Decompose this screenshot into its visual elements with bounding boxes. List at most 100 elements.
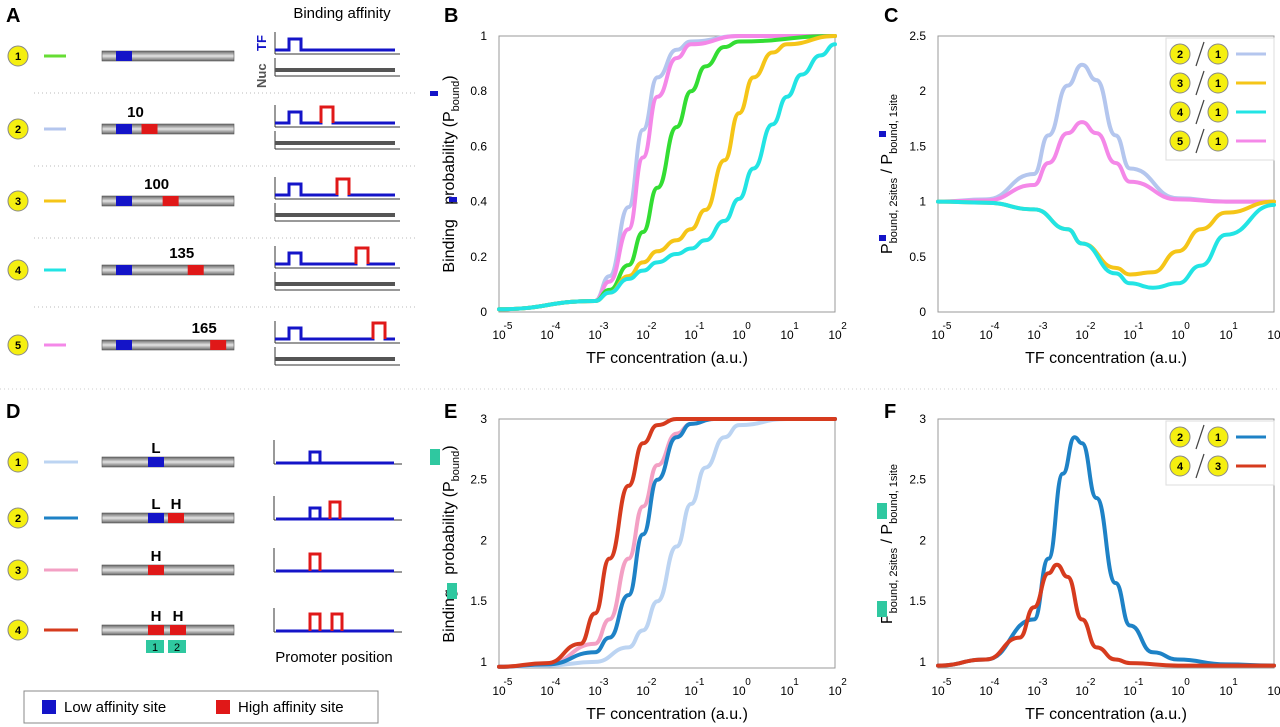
low-affinity-label: Low affinity site <box>64 699 166 716</box>
low-affinity-site <box>116 196 132 206</box>
x-tick-exponent: -2 <box>1087 321 1096 332</box>
y-tick-label: 2.5 <box>470 473 487 487</box>
x-tick-exponent: 1 <box>1232 677 1238 688</box>
y-tick-label: 1 <box>480 29 487 43</box>
x-tick-label: 10 <box>979 684 993 698</box>
x-tick-label: 10 <box>492 684 506 698</box>
x-tick-exponent: -5 <box>943 321 952 332</box>
legend-slash <box>1195 128 1205 154</box>
x-tick-exponent: -4 <box>552 321 561 332</box>
site-one-marker <box>447 583 457 599</box>
series-line-4 <box>497 42 837 312</box>
site-label: H <box>151 548 162 565</box>
high-affinity-site <box>187 265 204 275</box>
d-construct-3-label-circle <box>7 559 29 581</box>
binding-affinity-title: Binding affinity <box>293 5 391 22</box>
y-tick-label: 1.5 <box>909 594 926 608</box>
promoter-bar <box>101 564 235 576</box>
promoter-bar <box>101 339 235 351</box>
low-affinity-site <box>116 124 132 134</box>
promoter-bar <box>101 123 235 135</box>
x-tick-label: 10 <box>1267 328 1280 342</box>
spacing-label: 165 <box>192 320 217 337</box>
x-tick-label: 10 <box>1171 684 1185 698</box>
series-line-4-over-3 <box>936 562 1276 668</box>
legend-numerator-number: 3 <box>1177 78 1183 90</box>
y-axis-label-text: Pbound, 2sites / Pbound, 1site <box>879 94 900 254</box>
tf-binding-profile <box>275 321 395 341</box>
site-index-box <box>146 640 164 653</box>
d-construct-2-label-number: 2 <box>15 513 21 525</box>
binding-site <box>170 625 186 635</box>
high-affinity-peak <box>335 177 351 195</box>
construct-3-label-number: 3 <box>15 196 21 208</box>
legend-numerator-number: 4 <box>1177 107 1184 119</box>
x-tick-label: 10 <box>979 328 993 342</box>
legend-numerator-circle <box>1169 455 1191 477</box>
y-tick-label: 0.5 <box>909 250 926 264</box>
x-tick-label: 10 <box>1219 328 1233 342</box>
y-tick-label: 0 <box>919 305 926 319</box>
panel-letter-c: C <box>884 5 898 27</box>
site-label: L <box>151 496 160 513</box>
x-tick-label: 10 <box>1267 684 1280 698</box>
x-tick-exponent: -2 <box>648 677 657 688</box>
legend-numerator-circle <box>1169 101 1191 123</box>
site-label: H <box>151 608 162 625</box>
x-tick-exponent: -3 <box>1039 321 1048 332</box>
plot-frame <box>498 35 836 313</box>
y-tick-label: 0.8 <box>470 84 487 98</box>
legend-denominator-number: 1 <box>1215 432 1221 444</box>
x-tick-exponent: 0 <box>745 677 751 688</box>
series-line-2-over-1 <box>936 435 1276 668</box>
legend-slash <box>1195 70 1205 96</box>
low-affinity-site <box>116 265 132 275</box>
x-tick-label: 10 <box>732 328 746 342</box>
x-tick-label: 10 <box>492 328 506 342</box>
nuc-track-label: Nuc <box>254 63 269 88</box>
d-construct-4-label-circle <box>7 619 29 641</box>
d-construct-row-4: 4 H H <box>7 608 402 641</box>
site-legend: Low affinity site High affinity site <box>23 690 379 724</box>
y-tick-label: 3 <box>919 412 926 426</box>
binding-site <box>148 457 164 467</box>
x-tick-exponent: -2 <box>648 321 657 332</box>
site-label: H <box>171 496 182 513</box>
d-construct-1-label-circle <box>7 451 29 473</box>
tf-binding-profile <box>275 37 395 52</box>
series-line-2 <box>497 416 837 669</box>
y-tick-label: 2 <box>919 533 926 547</box>
spacing-label: 10 <box>127 104 144 121</box>
x-tick-label: 10 <box>588 328 602 342</box>
site-label: H <box>173 608 184 625</box>
site-index-label: 1 <box>152 642 158 654</box>
low-site-marker <box>879 235 886 241</box>
x-tick-exponent: -3 <box>600 321 609 332</box>
d-construct-2-label-circle <box>7 507 29 529</box>
binding-peak <box>308 612 322 631</box>
x-tick-label: 10 <box>931 684 945 698</box>
d-construct-row-1: 1L <box>7 440 402 473</box>
tf-binding-profile <box>275 105 395 125</box>
binding-site <box>148 513 164 523</box>
panel-letter-a: A <box>6 5 20 27</box>
high-affinity-peak <box>319 105 335 123</box>
series-line-4-over-1 <box>936 199 1276 290</box>
site-index-box <box>168 640 186 653</box>
x-tick-exponent: -3 <box>600 677 609 688</box>
legend-slash <box>1195 453 1205 479</box>
y-tick-label: 0.2 <box>470 250 487 264</box>
x-tick-label: 10 <box>636 328 650 342</box>
legend-numerator-circle <box>1169 130 1191 152</box>
chart-b-y-axis-label: Binding probability (Pbound) <box>441 75 462 272</box>
x-tick-exponent: -2 <box>1087 677 1096 688</box>
construct-row-2: 2 10 <box>7 104 415 167</box>
x-tick-label: 10 <box>1027 684 1041 698</box>
construct-5-label-circle <box>7 334 29 356</box>
series-line-4 <box>497 416 837 669</box>
x-tick-exponent: -4 <box>991 321 1000 332</box>
x-tick-label: 10 <box>1123 684 1137 698</box>
x-tick-exponent: 0 <box>1184 677 1190 688</box>
promoter-bar <box>101 50 235 62</box>
y-tick-label: 1 <box>919 195 926 209</box>
